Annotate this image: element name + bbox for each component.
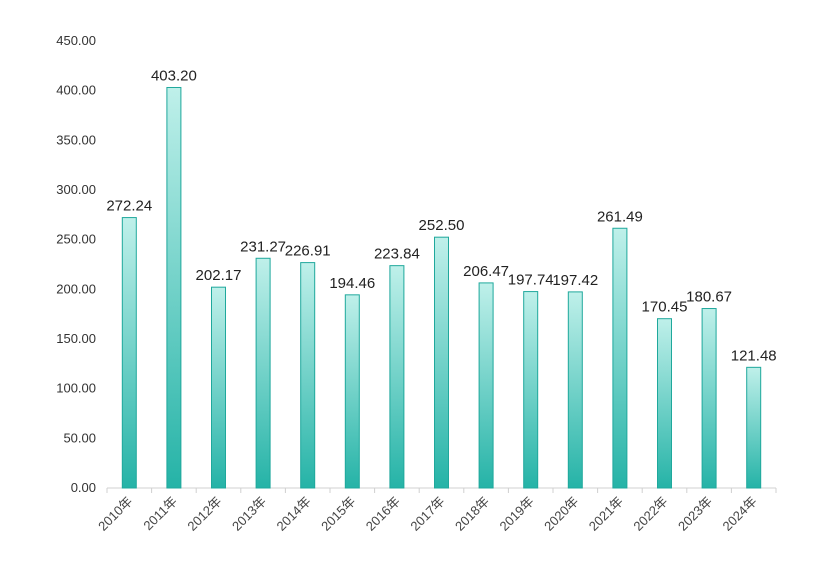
x-tick-label: 2021年 [586, 494, 626, 534]
data-label: 206.47 [463, 263, 509, 280]
x-tick-label: 2024年 [720, 494, 760, 534]
bar [344, 294, 360, 489]
bar [701, 308, 717, 489]
x-tick-label: 2013年 [229, 494, 269, 534]
x-tick-label: 2023年 [675, 494, 715, 534]
data-label: 252.50 [419, 217, 465, 234]
data-label: 226.91 [285, 243, 331, 260]
bar [255, 257, 271, 489]
bar [478, 282, 494, 489]
bar [300, 262, 316, 489]
x-tick-label: 2014年 [274, 494, 314, 534]
x-tick-label: 2022年 [630, 494, 670, 534]
bar [434, 236, 449, 489]
y-tick-label: 100.00 [56, 381, 96, 396]
bar [612, 227, 628, 489]
bar [211, 286, 226, 489]
y-tick-label: 450.00 [56, 33, 96, 48]
bar [523, 291, 539, 489]
bar [567, 291, 583, 489]
bar [166, 86, 182, 489]
data-label: 202.17 [196, 267, 242, 284]
x-tick-label: 2019年 [497, 494, 537, 534]
y-tick-label: 0.00 [71, 480, 96, 495]
x-axis: 2010年 2011年 2012年 2013年 2014年 2015年 2016年 2017年… [95, 487, 777, 534]
x-tick-label: 2018年 [452, 494, 492, 534]
x-tick-label: 2016年 [363, 494, 403, 534]
data-label: 180.67 [686, 289, 732, 306]
data-label: 231.27 [240, 238, 286, 255]
x-tick-label: 2010年 [95, 494, 135, 534]
bars [121, 86, 762, 489]
y-tick-label: 400.00 [56, 83, 96, 98]
data-label: 197.42 [552, 272, 598, 289]
x-tick-label: 2020年 [541, 494, 581, 534]
y-axis: 0.00 50.00 100.00 150.00 200.00 250.00 300.00 3… [56, 33, 96, 495]
y-tick-label: 200.00 [56, 281, 96, 296]
x-tick-label: 2015年 [318, 494, 358, 534]
x-tick-label: 2011年 [140, 494, 180, 534]
data-label: 272.24 [106, 198, 152, 215]
bar [657, 318, 672, 489]
data-label: 223.84 [374, 246, 420, 263]
y-tick-label: 50.00 [63, 430, 96, 445]
data-label: 170.45 [642, 299, 688, 316]
data-label: 194.46 [329, 275, 375, 292]
data-label: 197.74 [508, 272, 554, 289]
y-tick-label: 300.00 [56, 182, 96, 197]
data-label: 403.20 [151, 67, 197, 84]
y-tick-label: 150.00 [56, 331, 96, 346]
bar [746, 366, 762, 489]
bar [389, 265, 405, 489]
data-label: 121.48 [731, 347, 777, 364]
data-label: 261.49 [597, 208, 643, 225]
y-tick-label: 350.00 [56, 132, 96, 147]
x-tick-label: 2012年 [184, 494, 224, 534]
bar [121, 217, 137, 489]
y-tick-label: 250.00 [56, 232, 96, 247]
x-tick-label: 2017年 [407, 494, 447, 534]
